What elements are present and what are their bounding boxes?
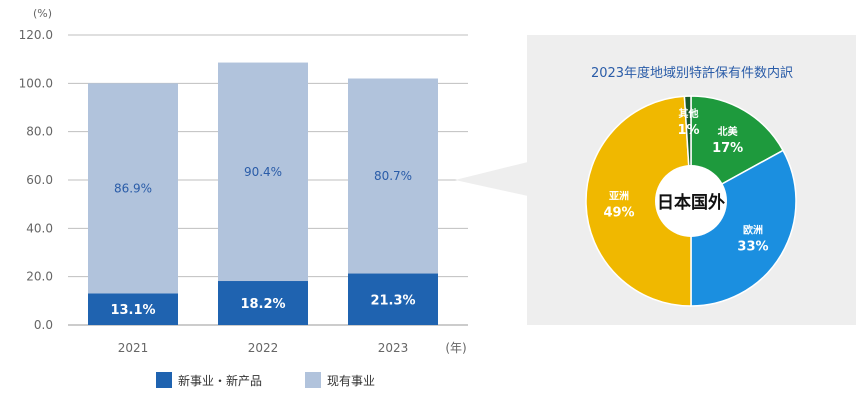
bars: [88, 62, 438, 325]
y-tick-label: 20.0: [26, 270, 53, 284]
bar-segment-existing-business: [88, 83, 178, 294]
x-tick-label: 2021: [118, 341, 149, 355]
pie-slice: [585, 95, 692, 307]
bar-segment-existing-business: [348, 78, 438, 274]
y-tick-label: 0.0: [34, 318, 53, 332]
legend-swatch-existing-business: [305, 372, 321, 388]
legend: 新事业・新产品 现有事业: [156, 372, 375, 388]
pie-slice-name: 北美: [718, 125, 739, 138]
y-tick-label: 120.0: [19, 28, 53, 42]
bar-data-label: 86.9%: [114, 181, 152, 195]
x-tick-label: 2023: [378, 341, 409, 355]
pie-slice-name: 其他: [678, 107, 698, 120]
pie-slice-labels: 北美 17% 欧洲 33% 亚洲 49% 其他 1%: [603, 107, 768, 255]
pie-slice-percent: 1%: [677, 123, 699, 138]
pie-slice-percent: 17%: [712, 141, 743, 156]
bar-segment-new-business: [348, 273, 438, 325]
y-tick-label: 80.0: [26, 125, 53, 139]
y-tick-label: 60.0: [26, 173, 53, 187]
pie-title: 2023年度地域别特許保有件数内訳: [591, 65, 793, 81]
pie-slice-name: 亚洲: [609, 190, 629, 202]
bar-segment-existing-business: [218, 62, 308, 282]
pie-panel: 2023年度地域别特許保有件数内訳 日本国外 北美 17% 欧洲 33% 亚洲 49% 其他…: [527, 35, 856, 325]
bar-segment-new-business: [218, 281, 308, 325]
pie-center-label: 日本国外: [657, 192, 725, 213]
x-unit-label: (年): [445, 341, 466, 355]
y-tick-label: 40.0: [26, 221, 53, 235]
pie-slice-name: 欧洲: [743, 224, 763, 237]
legend-swatch-new-business: [156, 372, 172, 388]
legend-label-existing-business: 现有事业: [327, 374, 375, 388]
bar-data-labels: 13.1% 86.9% 18.2% 90.4% 21.3% 80.7%: [110, 165, 415, 318]
bar-data-label: 13.1%: [110, 303, 155, 318]
legend-label-new-business: 新事业・新产品: [178, 373, 262, 388]
callout-connector: [455, 162, 528, 196]
y-tick-label: 100.0: [19, 76, 53, 90]
bar-segment-new-business: [88, 293, 178, 325]
x-tick-label: 2022: [248, 341, 279, 355]
bar-data-label: 80.7%: [374, 169, 412, 183]
pie-slice-percent: 33%: [737, 240, 768, 255]
pie-center-hole: [655, 165, 727, 237]
bar-data-label: 21.3%: [370, 293, 415, 308]
y-tick-labels: 0.0 20.0 40.0 60.0 80.0 100.0 120.0: [19, 28, 53, 332]
stacked-bar-chart: (%) 0.0 20.0 40.0 60.0 80.0 100.0 120.0 13.1% 8…: [19, 7, 468, 355]
bar-data-label: 18.2%: [240, 297, 285, 312]
pie-slice-percent: 49%: [603, 205, 634, 220]
x-tick-labels: 2021 2022 2023: [118, 341, 409, 355]
y-unit-label: (%): [33, 7, 52, 20]
bar-data-label: 90.4%: [244, 165, 282, 179]
